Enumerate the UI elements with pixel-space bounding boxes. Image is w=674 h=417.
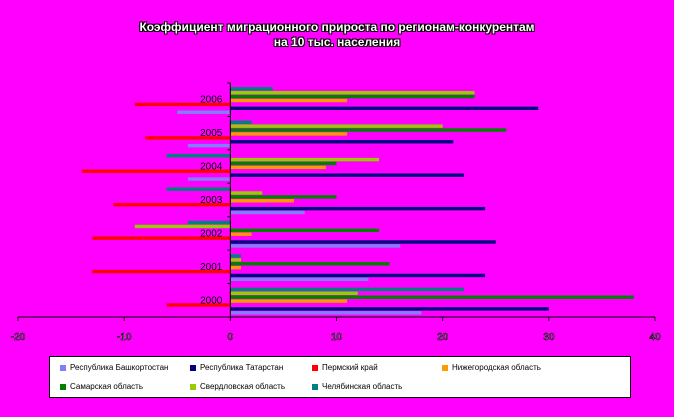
bar-Свердловская область-2001 — [230, 258, 241, 262]
bar-Челябинская область-2006 — [230, 87, 273, 91]
x-tick-label: 20 — [437, 332, 449, 343]
bar-Пермский край-2001 — [92, 269, 231, 274]
x-tick-label: 0 — [228, 332, 234, 343]
category-label: 2006 — [200, 95, 223, 106]
bar-Республика Башкортостан-2003 — [230, 210, 305, 215]
bar-Нижегородская область-2003 — [230, 199, 295, 203]
x-tick-label: 30 — [543, 332, 555, 343]
x-tick-label: -10 — [117, 332, 132, 343]
legend-swatch — [190, 383, 196, 390]
bar-Челябинская область-2002 — [187, 220, 231, 225]
legend-item: Челябинская область — [312, 382, 402, 391]
legend-label: Свердловская область — [200, 382, 285, 391]
bar-Челябинская область-2000 — [230, 287, 464, 292]
bar-Самарская область-2006 — [230, 94, 475, 99]
bar-Республика Татарстан-2000 — [230, 307, 549, 311]
legend-swatch — [312, 383, 318, 390]
bar-Республика Татарстан-2006 — [230, 106, 539, 111]
bar-Республика Татарстан-2001 — [230, 273, 486, 278]
bar-Республика Татарстан-2002 — [230, 240, 496, 244]
bar-Нижегородская область-2000 — [230, 299, 348, 303]
category-label: 2004 — [200, 162, 223, 173]
bar-Свердловская область-2002 — [134, 224, 231, 229]
bar-Республика Татарстан-2004 — [230, 173, 464, 177]
bar-Республика Татарстан-2005 — [230, 140, 454, 144]
legend-swatch — [312, 364, 318, 371]
bar-Нижегородская область-2002 — [230, 232, 252, 236]
bar-Республика Башкортостан-2000 — [230, 311, 422, 315]
bar-Нижегородская область-2004 — [230, 165, 326, 170]
legend-label: Самарская область — [70, 382, 144, 391]
bar-Нижегородская область-2006 — [230, 98, 348, 103]
bar-Республика Башкортостан-2002 — [230, 244, 401, 248]
legend-label: Нижегородская область — [452, 363, 541, 372]
bar-Свердловская область-2003 — [230, 191, 263, 195]
bar-Республика Татарстан-2003 — [230, 206, 486, 211]
bar-Свердловская область-2000 — [230, 291, 358, 295]
chart-title: Коэффициент миграционного прироста по ре… — [0, 20, 674, 50]
bar-Пермский край-2003 — [113, 203, 231, 207]
bar-Республика Башкортостан-2006 — [177, 110, 231, 114]
legend-swatch — [60, 383, 66, 390]
legend-item: Свердловская область — [190, 382, 285, 391]
category-label: 2002 — [200, 228, 223, 239]
category-label: 2000 — [200, 295, 223, 306]
x-tick-label: 10 — [331, 332, 343, 343]
bar-Челябинская область-2005 — [230, 120, 252, 124]
bar-Пермский край-2002 — [92, 236, 231, 240]
bar-Челябинская область-2004 — [166, 153, 231, 158]
legend-swatch — [60, 364, 66, 371]
chart-title-line-1: Коэффициент миграционного прироста по ре… — [139, 20, 535, 34]
x-tick-label: -20 — [11, 332, 26, 343]
legend-label: Пермский край — [322, 363, 378, 372]
category-label: 2003 — [200, 195, 223, 206]
legend-item: Республика Татарстан — [190, 363, 283, 372]
legend-item: Нижегородская область — [442, 363, 541, 372]
legend-item: Самарская область — [60, 382, 143, 391]
bar-Пермский край-2006 — [134, 102, 231, 107]
legend-item: Республика Башкортостан — [60, 363, 168, 372]
bar-Нижегородская область-2001 — [230, 265, 241, 270]
bar-Челябинская область-2001 — [230, 254, 241, 258]
bar-Самарская область-2005 — [230, 128, 507, 132]
bar-Свердловская область-2006 — [230, 91, 475, 95]
bar-Пермский край-2000 — [166, 303, 231, 307]
legend-swatch — [442, 364, 448, 371]
bar-Самарская область-2004 — [230, 161, 337, 166]
bar-Пермский край-2004 — [81, 169, 231, 173]
bar-Свердловская область-2005 — [230, 124, 443, 128]
bar-Челябинская область-2003 — [166, 187, 231, 191]
chart-title-line-2: на 10 тыс. населения — [273, 35, 401, 49]
bar-Самарская область-2001 — [230, 262, 390, 266]
legend-swatch — [190, 364, 196, 371]
category-label: 2001 — [200, 262, 223, 273]
bar-Республика Башкортостан-2004 — [187, 177, 231, 181]
bar-Республика Башкортостан-2005 — [187, 143, 231, 148]
bar-Республика Башкортостан-2001 — [230, 277, 369, 282]
legend-item: Пермский край — [312, 363, 378, 372]
legend-label: Республика Башкортостан — [70, 363, 169, 372]
bar-Самарская область-2003 — [230, 195, 337, 199]
chart-legend: Республика Башкортостан Республика Татарс… — [49, 356, 631, 398]
legend-label: Республика Татарстан — [200, 363, 284, 372]
bar-Нижегородская область-2005 — [230, 132, 348, 136]
bar-Свердловская область-2004 — [230, 157, 379, 162]
legend-label: Челябинская область — [322, 382, 403, 391]
bar-Самарская область-2000 — [230, 295, 634, 299]
x-tick-label: 40 — [649, 332, 661, 343]
category-label: 2005 — [200, 128, 223, 139]
bar-Самарская область-2002 — [230, 228, 379, 233]
bar-Пермский край-2005 — [145, 136, 231, 140]
